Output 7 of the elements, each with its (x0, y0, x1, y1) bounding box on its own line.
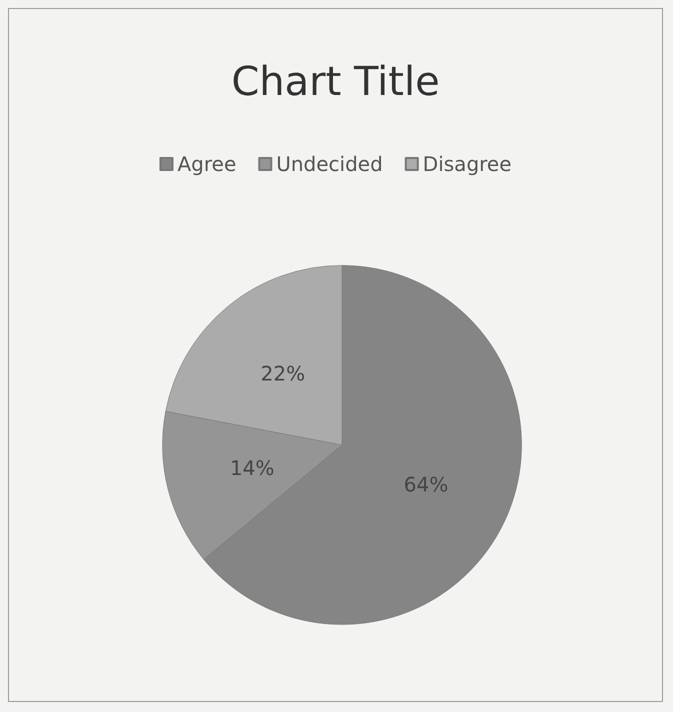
data-label: 14% (230, 456, 274, 480)
data-label: 22% (260, 361, 306, 386)
legend-label: Agree (177, 152, 236, 176)
legend-label: Undecided (276, 152, 383, 176)
chart-title: Chart Title (231, 59, 440, 105)
data-label: 64% (404, 472, 448, 496)
legend-label: Disagree (422, 152, 512, 176)
